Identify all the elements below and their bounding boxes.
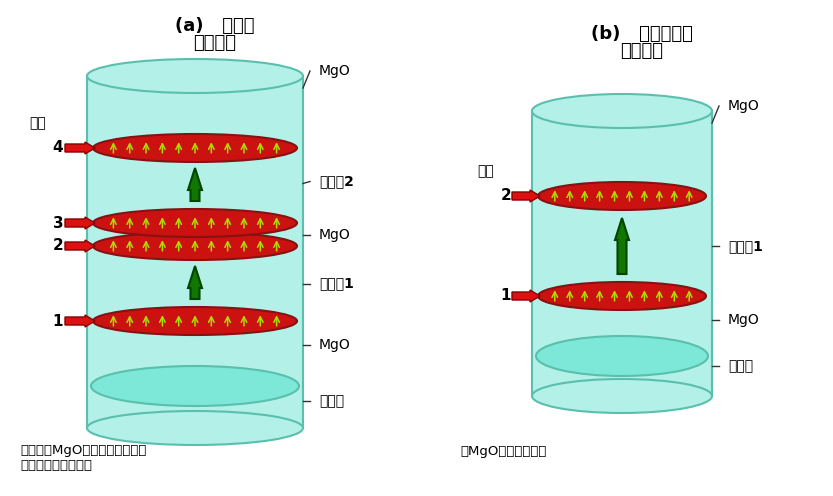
Text: 参考层: 参考层: [728, 359, 753, 373]
Ellipse shape: [538, 282, 706, 310]
FancyArrow shape: [188, 266, 202, 299]
FancyArrow shape: [615, 218, 629, 274]
Text: 1: 1: [52, 313, 63, 328]
Text: 2: 2: [501, 188, 511, 203]
FancyArrow shape: [188, 168, 202, 201]
FancyArrow shape: [512, 190, 540, 202]
Text: 界面: 界面: [30, 116, 47, 130]
Ellipse shape: [532, 94, 712, 128]
Text: MgO: MgO: [319, 228, 351, 242]
Polygon shape: [532, 111, 712, 396]
Text: (a)   新技术: (a) 新技术: [175, 17, 255, 35]
Ellipse shape: [91, 366, 299, 406]
Ellipse shape: [532, 379, 712, 413]
FancyArrow shape: [512, 290, 540, 302]
Text: 记录剂1: 记录剂1: [728, 239, 763, 253]
Text: MgO: MgO: [319, 64, 351, 78]
Text: MgO: MgO: [728, 313, 760, 327]
Ellipse shape: [87, 59, 303, 93]
Text: MgO: MgO: [319, 338, 351, 352]
FancyArrow shape: [65, 217, 95, 229]
Ellipse shape: [87, 411, 303, 445]
Text: 双重界面: 双重界面: [621, 42, 664, 60]
Text: 界面: 界面: [477, 164, 494, 178]
Text: 4: 4: [52, 140, 63, 156]
Text: 记录剂2: 记录剂2: [319, 175, 354, 188]
Text: MgO: MgO: [728, 99, 760, 113]
Text: 四重界面: 四重界面: [193, 34, 237, 52]
Text: 参考层: 参考层: [319, 394, 344, 408]
FancyArrow shape: [65, 315, 95, 327]
Ellipse shape: [93, 134, 297, 162]
Ellipse shape: [93, 307, 297, 335]
Ellipse shape: [538, 182, 706, 210]
Text: (b)   以往的技术: (b) 以往的技术: [591, 25, 693, 43]
Ellipse shape: [93, 209, 297, 237]
Text: 2: 2: [52, 239, 63, 253]
Text: 1: 1: [501, 289, 511, 304]
Ellipse shape: [93, 232, 297, 260]
Text: 3: 3: [52, 215, 63, 231]
Ellipse shape: [536, 336, 708, 376]
Text: 通过将与MgO的界面增至四重，
使磁铁的方向更稳定: 通过将与MgO的界面增至四重， 使磁铁的方向更稳定: [20, 444, 147, 472]
Text: 与MgO的界面为双重: 与MgO的界面为双重: [460, 444, 546, 457]
Polygon shape: [87, 76, 303, 428]
FancyArrow shape: [65, 240, 95, 252]
FancyArrow shape: [65, 142, 95, 154]
Text: 记录剂1: 记录剂1: [319, 276, 354, 291]
